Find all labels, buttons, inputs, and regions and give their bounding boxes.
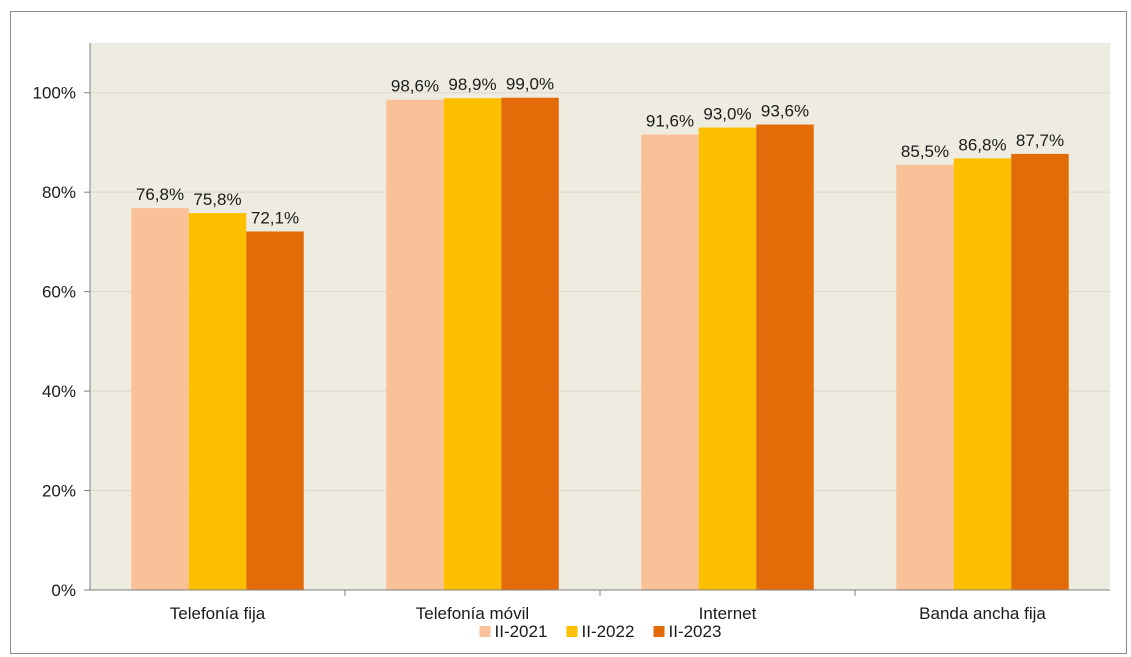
x-category-label: Internet bbox=[699, 604, 757, 623]
bar bbox=[131, 208, 189, 590]
data-label: 91,6% bbox=[646, 111, 694, 130]
axes: 0% 20% 40% 60% 80% 100% Telefonía fija Telefoní… bbox=[33, 43, 1110, 623]
bar bbox=[896, 164, 954, 590]
legend-swatch bbox=[566, 626, 578, 637]
bar bbox=[386, 99, 444, 591]
legend-label: II-2023 bbox=[669, 622, 722, 641]
data-label: 98,6% bbox=[391, 77, 439, 96]
y-tick-label: 80% bbox=[42, 183, 76, 202]
data-label: 75,8% bbox=[193, 190, 241, 209]
bar bbox=[501, 97, 559, 590]
legend-swatch bbox=[653, 626, 665, 637]
x-category-label: Banda ancha fija bbox=[919, 604, 1046, 623]
data-label: 93,6% bbox=[761, 102, 809, 121]
bar bbox=[641, 134, 699, 591]
bars bbox=[131, 97, 1069, 591]
data-label: 86,8% bbox=[958, 135, 1006, 154]
data-label: 98,9% bbox=[448, 75, 496, 94]
legend-label: II-2021 bbox=[495, 622, 548, 641]
data-label: 93,0% bbox=[703, 105, 751, 124]
bar bbox=[246, 231, 304, 590]
legend: II-2021 II-2022 II-2023 bbox=[479, 622, 722, 641]
y-tick-label: 60% bbox=[42, 283, 76, 302]
data-label: 72,1% bbox=[251, 208, 299, 227]
bar bbox=[756, 124, 814, 590]
data-label: 87,7% bbox=[1016, 131, 1064, 150]
bar bbox=[188, 213, 247, 591]
x-category-label: Telefonía fija bbox=[170, 604, 266, 623]
y-tick-label: 0% bbox=[51, 581, 76, 600]
bar bbox=[1011, 153, 1069, 590]
y-tick-label: 40% bbox=[42, 382, 76, 401]
data-label: 76,8% bbox=[136, 185, 184, 204]
legend-swatch bbox=[479, 626, 491, 637]
bar bbox=[443, 98, 502, 591]
data-labels: 76,8% 75,8% 72,1% 98,6% 98,9% 99,0% 91,6% 93,0%… bbox=[136, 75, 1064, 228]
data-label: 99,0% bbox=[506, 75, 554, 94]
bar bbox=[698, 127, 757, 590]
y-tick-label: 20% bbox=[42, 482, 76, 501]
data-label: 85,5% bbox=[901, 142, 949, 161]
y-tick-label: 100% bbox=[33, 84, 76, 103]
bar bbox=[953, 158, 1012, 590]
x-category-label: Telefonía móvil bbox=[416, 604, 529, 623]
legend-label: II-2022 bbox=[582, 622, 635, 641]
